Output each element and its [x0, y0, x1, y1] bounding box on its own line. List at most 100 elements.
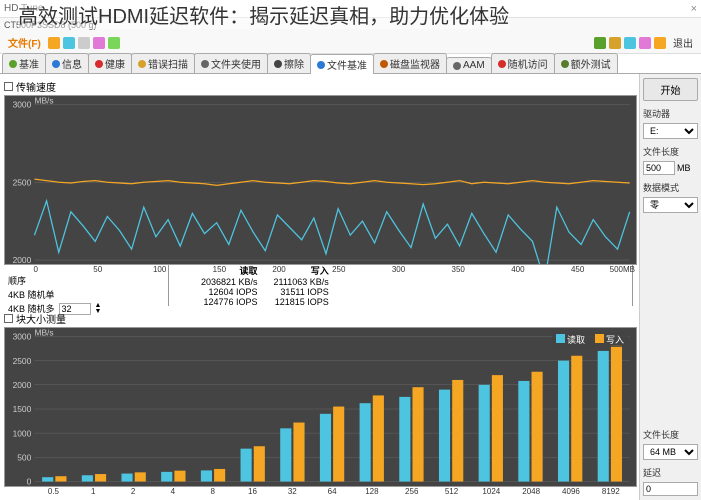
xtick: 300: [392, 265, 405, 274]
xtick: 16: [248, 487, 257, 496]
tab-strip: 基准 信息 健康 错误扫描文件夹使用 擦除 文件基准磁盘监视器 AAM 随机访问 额外测试: [0, 54, 701, 74]
chart1-block: 传输速度 200025003000MB/s 050100150200250300…: [4, 78, 637, 260]
tb-icon-r2[interactable]: [609, 37, 621, 49]
svg-text:2000: 2000: [13, 380, 32, 390]
tb-icon-r4[interactable]: [639, 37, 651, 49]
xtick: 4096: [562, 487, 580, 496]
legend-read-label: 读取: [567, 335, 585, 345]
tab-label: 额外测试: [571, 56, 611, 71]
xtick: 256: [405, 487, 418, 496]
seq-write: 2111063 KB/s: [266, 277, 337, 287]
tab-icon: [9, 60, 17, 68]
tab-10[interactable]: 额外测试: [554, 53, 618, 73]
filelen2-select[interactable]: 64 MB: [643, 444, 698, 460]
tab-7[interactable]: 磁盘监视器: [373, 53, 447, 73]
tab-icon: [201, 60, 209, 68]
tb-icon-4[interactable]: [93, 37, 105, 49]
app-window: HD Tune × CT500P3SSD8 (500 g) 文件(F) 退出 基…: [0, 0, 701, 500]
chart1-title: 传输速度: [16, 79, 56, 94]
delay-label: 延迟: [643, 466, 698, 479]
tab-5[interactable]: 擦除: [267, 53, 311, 73]
svg-text:500: 500: [17, 453, 31, 463]
tab-2[interactable]: 健康: [88, 53, 132, 73]
chart2-title: 块大小测量: [16, 311, 66, 326]
delay-input[interactable]: [643, 482, 698, 496]
tab-6[interactable]: 文件基准: [310, 54, 374, 74]
filelen-label: 文件长度: [643, 145, 698, 158]
main-area: 传输速度 200025003000MB/s 050100150200250300…: [0, 74, 701, 500]
tb-icon-3[interactable]: [78, 37, 90, 49]
tb-icon-2[interactable]: [63, 37, 75, 49]
svg-text:2500: 2500: [13, 177, 32, 187]
legend-write-label: 写入: [606, 335, 624, 345]
chart2-block: 块大小测量 读取 写入 050010001500200025003000MB/s…: [4, 310, 637, 499]
tab-icon: [52, 60, 60, 68]
filelen-input[interactable]: [643, 161, 675, 175]
svg-text:1000: 1000: [13, 428, 32, 438]
xtick: 8: [210, 487, 214, 496]
chart2-xaxis: 0.512481632641282565121024204840968192: [4, 487, 637, 499]
tab-icon: [317, 61, 325, 69]
xtick: 450: [571, 265, 584, 274]
tab-label: 文件基准: [327, 57, 367, 72]
tab-8[interactable]: AAM: [446, 57, 492, 73]
r4k-write: 31511 IOPS: [266, 287, 337, 297]
exit-button[interactable]: 退出: [669, 34, 697, 51]
svg-text:1500: 1500: [13, 404, 32, 414]
xtick: 1: [91, 487, 95, 496]
tab-9[interactable]: 随机访问: [491, 53, 555, 73]
xtick: 0: [34, 265, 38, 274]
tab-label: AAM: [463, 60, 485, 71]
seq-label: 顺序: [8, 274, 26, 287]
filelen2-label: 文件长度: [643, 428, 698, 441]
start-button[interactable]: 开始: [643, 78, 698, 101]
chart2-area: 读取 写入 050010001500200025003000MB/s: [4, 327, 637, 487]
tab-label: 基准: [19, 56, 39, 71]
chart1-header: 传输速度: [4, 78, 637, 95]
svg-text:3000: 3000: [13, 100, 32, 110]
xtick: 2: [131, 487, 135, 496]
tab-4[interactable]: 文件夹使用: [194, 53, 268, 73]
chart1-checkbox-icon[interactable]: [4, 82, 13, 91]
tb-icon-1[interactable]: [48, 37, 60, 49]
chart2-header: 块大小测量: [4, 310, 637, 327]
drive-select[interactable]: E:: [643, 123, 698, 139]
xtick: 128: [365, 487, 378, 496]
filelen-unit: MB: [677, 163, 691, 173]
tb-icon-r5[interactable]: [654, 37, 666, 49]
r4k-read: 12604 IOPS: [193, 287, 266, 297]
tb-icon-r3[interactable]: [624, 37, 636, 49]
page-overlay-title: 高效测试HDMI延迟软件：揭示延迟真相，助力优化体验: [18, 0, 509, 29]
file-menu[interactable]: 文件(F): [4, 34, 45, 51]
rand4k-label: 4KB 随机单: [8, 288, 55, 301]
tab-0[interactable]: 基准: [2, 53, 46, 73]
xtick: 0.5: [48, 487, 59, 496]
legend-write-swatch: [595, 334, 604, 343]
tab-label: 健康: [105, 56, 125, 71]
tab-icon: [380, 60, 388, 68]
tab-3[interactable]: 错误扫描: [131, 53, 195, 73]
xtick: 50: [93, 265, 102, 274]
tab-1[interactable]: 信息: [45, 53, 89, 73]
tb-icon-5[interactable]: [108, 37, 120, 49]
tb-icon-r1[interactable]: [594, 37, 606, 49]
tab-label: 错误扫描: [148, 56, 188, 71]
svg-text:MB/s: MB/s: [34, 328, 53, 337]
xtick: 8192: [602, 487, 620, 496]
pattern-label: 数据模式: [643, 181, 698, 194]
tab-icon: [95, 60, 103, 68]
drive-label: 驱动器: [643, 107, 698, 120]
xtick: 4: [171, 487, 175, 496]
chart2-legend: 读取 写入: [552, 332, 628, 347]
close-icon[interactable]: ×: [691, 3, 697, 15]
chart2-checkbox-icon[interactable]: [4, 314, 13, 323]
xtick: 512: [445, 487, 458, 496]
svg-text:2500: 2500: [13, 356, 32, 366]
r4km-write: 121815 IOPS: [266, 297, 337, 307]
pattern-select[interactable]: 零: [643, 197, 698, 213]
xtick: 32: [288, 487, 297, 496]
tab-label: 擦除: [284, 56, 304, 71]
tab-label: 信息: [62, 56, 82, 71]
chart1-area: 200025003000MB/s: [4, 95, 637, 265]
svg-text:3000: 3000: [13, 332, 32, 342]
